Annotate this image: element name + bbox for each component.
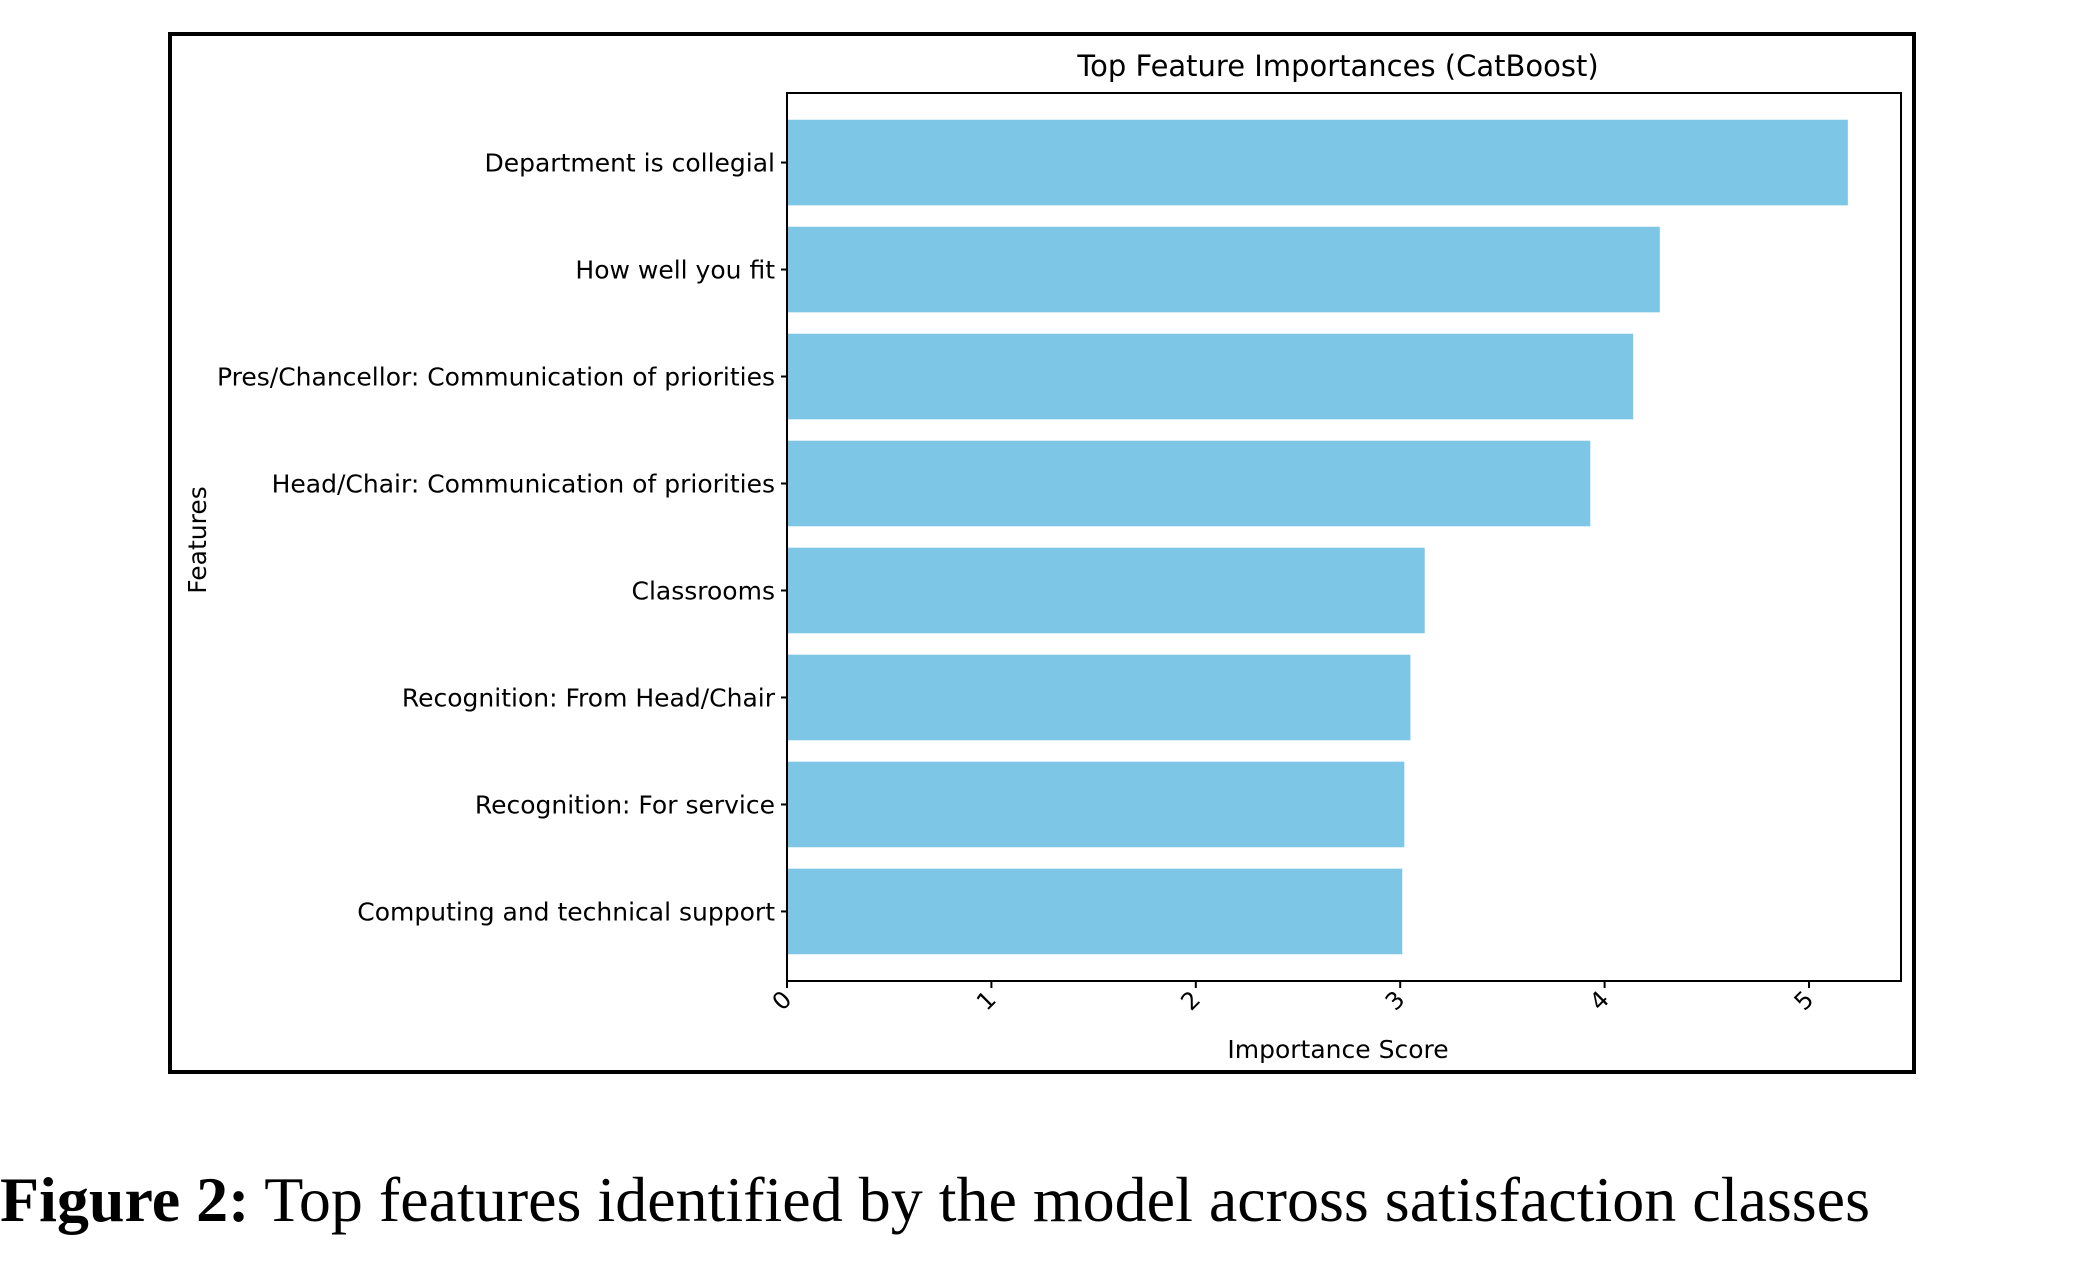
y-tick-label: Department is collegial — [484, 149, 775, 178]
bar-8 — [787, 868, 1403, 955]
x-tick-label: 3 — [1380, 985, 1411, 1016]
y-axis-label: Features — [183, 486, 212, 594]
bar-7 — [787, 761, 1405, 848]
y-tick-label: Computing and technical support — [357, 897, 775, 926]
y-tick-label: Classrooms — [632, 576, 775, 605]
x-axis-label: Importance Score — [1227, 1035, 1448, 1064]
plot-area-frame — [786, 92, 1902, 982]
x-tick-label: 4 — [1584, 985, 1615, 1016]
bar-2 — [787, 226, 1660, 313]
y-tick-label: Recognition: For service — [475, 790, 775, 819]
bar-6 — [787, 654, 1411, 741]
bar-4 — [787, 440, 1591, 527]
bar-3 — [787, 333, 1634, 420]
caption-label: Figure 2: — [0, 1164, 250, 1235]
x-tick-label: 2 — [1175, 985, 1206, 1016]
figure-caption: Figure 2: Top features identified by the… — [0, 1168, 2094, 1232]
bar-5 — [787, 547, 1425, 634]
chart-title: Top Feature Importances (CatBoost) — [1076, 49, 1598, 83]
y-tick-label: How well you fit — [575, 256, 775, 285]
x-tick-label: 1 — [971, 985, 1002, 1016]
y-tick-label: Recognition: From Head/Chair — [402, 683, 776, 712]
y-tick-label: Pres/Chancellor: Communication of priori… — [217, 363, 775, 392]
x-tick-label: 5 — [1789, 985, 1820, 1016]
y-tick-label: Head/Chair: Communication of priorities — [272, 470, 775, 499]
x-tick-label: 0 — [767, 985, 798, 1016]
caption-text: Top features identified by the model acr… — [249, 1164, 1870, 1235]
bar-1 — [787, 119, 1848, 206]
